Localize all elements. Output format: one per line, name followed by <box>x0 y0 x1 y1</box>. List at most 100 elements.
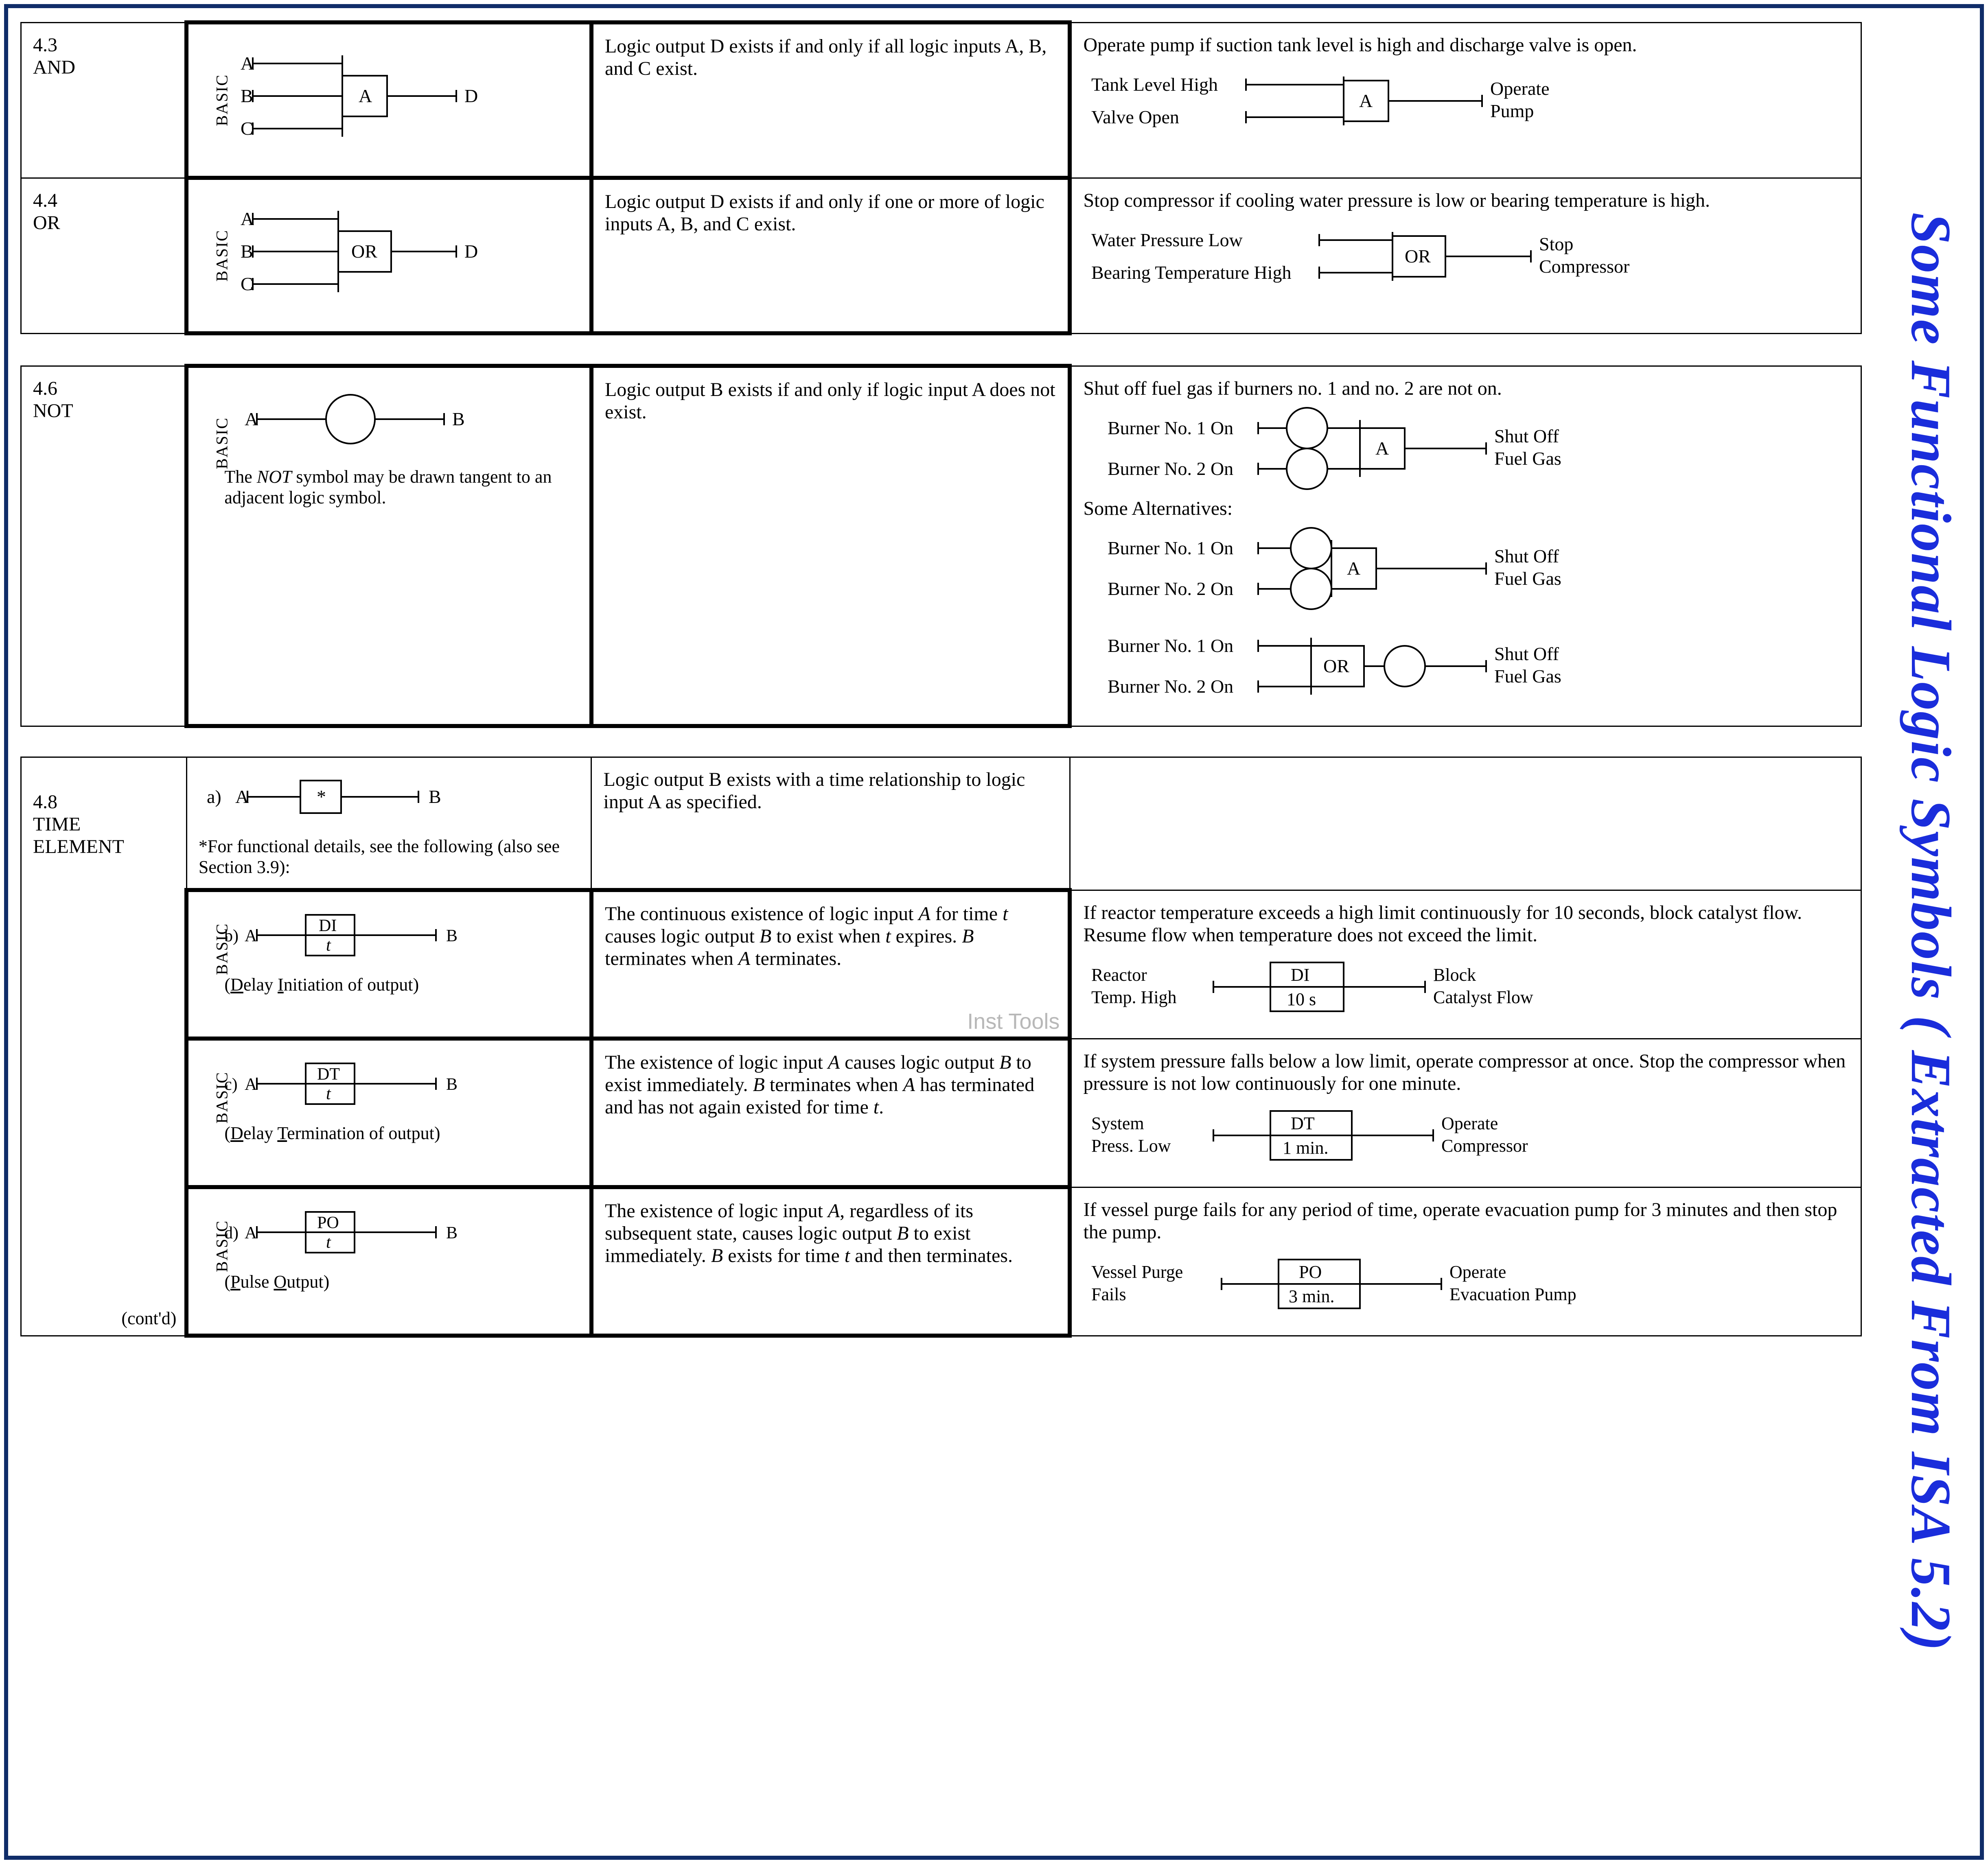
not-ex1-out1: Shut Off <box>1494 426 1559 446</box>
time-b-example-text: If reactor temperature exceeds a high li… <box>1083 901 1849 946</box>
content-area: 4.3 AND BASIC <box>20 20 1862 1338</box>
cell-time-c-definition: The existence of logic input A causes lo… <box>591 1039 1070 1187</box>
time-b-ex-out2: Catalyst Flow <box>1433 987 1533 1007</box>
row-time-c: BASIC <box>21 1039 1861 1187</box>
basic-label: BASIC <box>212 74 232 126</box>
not-ex2-out2: Fuel Gas <box>1494 568 1561 589</box>
not-symbol-note: The NOT symbol may be drawn tangent to a… <box>224 466 578 508</box>
basic-label: BASIC <box>212 230 232 282</box>
watermark-text: Inst Tools <box>967 1009 1060 1034</box>
not-ex1-gate: A <box>1375 438 1389 459</box>
time-a-out: B <box>429 786 441 807</box>
not-ex3-in1: Burner No. 1 On <box>1108 635 1233 656</box>
time-c-ex-in2: Press. Low <box>1091 1136 1171 1156</box>
not-ex1-out2: Fuel Gas <box>1494 448 1561 469</box>
time-b-example-diagram: Reactor Temp. High DI 10 s Block Catalys… <box>1083 946 1775 1028</box>
time-d-ex-box-bot: 3 min. <box>1289 1286 1334 1306</box>
not-ex1-in2: Burner No. 2 On <box>1108 458 1233 479</box>
or-output: D <box>464 241 478 262</box>
cell-time-d-symbol: BASIC <box>186 1187 591 1336</box>
time-c-example-diagram: System Press. Low DT 1 min. Operate Comp… <box>1083 1095 1775 1176</box>
time-b-definition-text: The continuous existence of logic input … <box>605 903 1008 969</box>
time-c-box-top: DT <box>317 1065 340 1084</box>
and-input-a: A <box>241 53 254 74</box>
time-c-caption: (Delay Termination of output) <box>224 1123 578 1144</box>
time-a-label: a) <box>207 786 221 807</box>
time-a-definition-text: Logic output B exists with a time relati… <box>603 769 1025 813</box>
not-ex-diagram-2: Burner No. 1 On Burner No. 2 On A Shut O… <box>1083 520 1775 617</box>
time-b-ex-in1: Reactor <box>1091 965 1147 985</box>
row-time-a: 4.8 TIME ELEMENT (cont'd) a) <box>21 757 1861 890</box>
cell-or-example: Stop compressor if cooling water pressur… <box>1070 178 1861 333</box>
time-a-diagram: a) A * B <box>199 768 484 829</box>
not-example-text: Shut off fuel gas if burners no. 1 and n… <box>1083 377 1849 400</box>
time-d-ex-out2: Evacuation Pump <box>1449 1284 1576 1304</box>
cell-time-b-symbol: BASIC <box>186 890 591 1039</box>
cell-time-d-example: If vessel purge fails for any period of … <box>1070 1187 1861 1336</box>
and-ex-gate: A <box>1359 90 1373 111</box>
or-input-a: A <box>241 208 254 229</box>
time-c-ex-box-bot: 1 min. <box>1283 1138 1328 1158</box>
basic-label: BASIC <box>212 417 232 469</box>
time-d-caption: (Pulse Output) <box>224 1271 578 1292</box>
time-c-ex-out2: Compressor <box>1441 1136 1528 1156</box>
not-definition-text: Logic output B exists if and only if log… <box>605 379 1055 423</box>
time-c-ex-in1: System <box>1091 1113 1144 1133</box>
time-c-ex-out1: Operate <box>1441 1113 1498 1133</box>
cell-time-b-definition: The continuous existence of logic input … <box>591 890 1070 1039</box>
not-gate-diagram: A B <box>224 378 501 460</box>
time-c-diagram: c) A DT t B <box>224 1051 509 1116</box>
time-c-out: B <box>446 1075 458 1094</box>
not-ex2-gate: A <box>1347 558 1360 579</box>
row-and: 4.3 AND BASIC <box>21 22 1861 178</box>
time-d-example-diagram: Vessel Purge Fails PO 3 min. Operate Eva… <box>1083 1243 1775 1325</box>
time-d-box-bot: t <box>326 1233 331 1252</box>
time-a-in: A <box>235 786 249 807</box>
not-ex3-out1: Shut Off <box>1494 643 1559 664</box>
or-example-text: Stop compressor if cooling water pressur… <box>1083 189 1849 212</box>
cell-and-example: Operate pump if suction tank level is hi… <box>1070 22 1861 178</box>
time-d-example-text: If vessel purge fails for any period of … <box>1083 1198 1849 1243</box>
row-not: 4.6 NOT BASIC <box>21 366 1861 726</box>
not-alternatives-label: Some Alternatives: <box>1083 497 1849 520</box>
time-c-in: A <box>245 1075 257 1094</box>
time-b-ex-in2: Temp. High <box>1091 987 1177 1007</box>
cell-and-symbol: BASIC <box>186 22 591 178</box>
cell-time-id: 4.8 TIME ELEMENT (cont'd) <box>21 757 187 1336</box>
not-ex2-in2: Burner No. 2 On <box>1108 578 1233 599</box>
not-ex2-in1: Burner No. 1 On <box>1108 538 1233 558</box>
time-d-out: B <box>446 1224 458 1242</box>
time-b-in: A <box>245 927 257 945</box>
time-a-box: * <box>317 786 326 807</box>
cell-time-a-example <box>1070 757 1861 890</box>
row-or: 4.4 OR BASIC <box>21 178 1861 333</box>
and-definition-text: Logic output D exists if and only if all… <box>605 35 1047 79</box>
not-ex3-in2: Burner No. 2 On <box>1108 676 1233 697</box>
time-b-box-top: DI <box>319 916 337 935</box>
and-output: D <box>464 85 478 106</box>
and-input-c: C <box>241 118 253 139</box>
not-ex-diagram-3: Burner No. 1 On Burner No. 2 On OR Shut … <box>1083 617 1775 715</box>
basic-label: BASIC <box>212 1220 232 1272</box>
contd-label: (cont'd) <box>121 1308 176 1329</box>
basic-label: BASIC <box>212 1072 232 1124</box>
and-input-b: B <box>241 85 253 106</box>
not-ex-diagram-1: Burner No. 1 On Burner No. 2 On A Shut O… <box>1083 400 1775 497</box>
or-ex-gate: OR <box>1405 246 1431 267</box>
cell-not-definition: Logic output B exists if and only if log… <box>591 366 1070 726</box>
and-ex-in2: Valve Open <box>1091 107 1179 127</box>
time-b-ex-out1: Block <box>1433 965 1476 985</box>
and-example-text: Operate pump if suction tank level is hi… <box>1083 34 1849 56</box>
or-ex-in2: Bearing Temperature High <box>1091 262 1292 283</box>
time-c-box-bot: t <box>326 1085 331 1103</box>
cell-not-id: 4.6 NOT <box>21 366 187 726</box>
time-b-ex-box-bot: 10 s <box>1287 989 1316 1009</box>
time-c-example-text: If system pressure falls below a low lim… <box>1083 1050 1849 1095</box>
and-example-diagram: Tank Level High Valve Open A Operate Pum… <box>1083 56 1734 146</box>
time-d-ex-out1: Operate <box>1449 1262 1506 1282</box>
or-example-diagram: Water Pressure Low Bearing Temperature H… <box>1083 212 1775 301</box>
or-definition-text: Logic output D exists if and only if one… <box>605 191 1044 235</box>
cell-time-b-example: If reactor temperature exceeds a high li… <box>1070 890 1861 1039</box>
cell-time-a-symbol: a) A * B *For functional details, see th… <box>186 757 591 890</box>
page-frame: Some Functional Logic Symbols ( Extracte… <box>4 4 1984 1860</box>
